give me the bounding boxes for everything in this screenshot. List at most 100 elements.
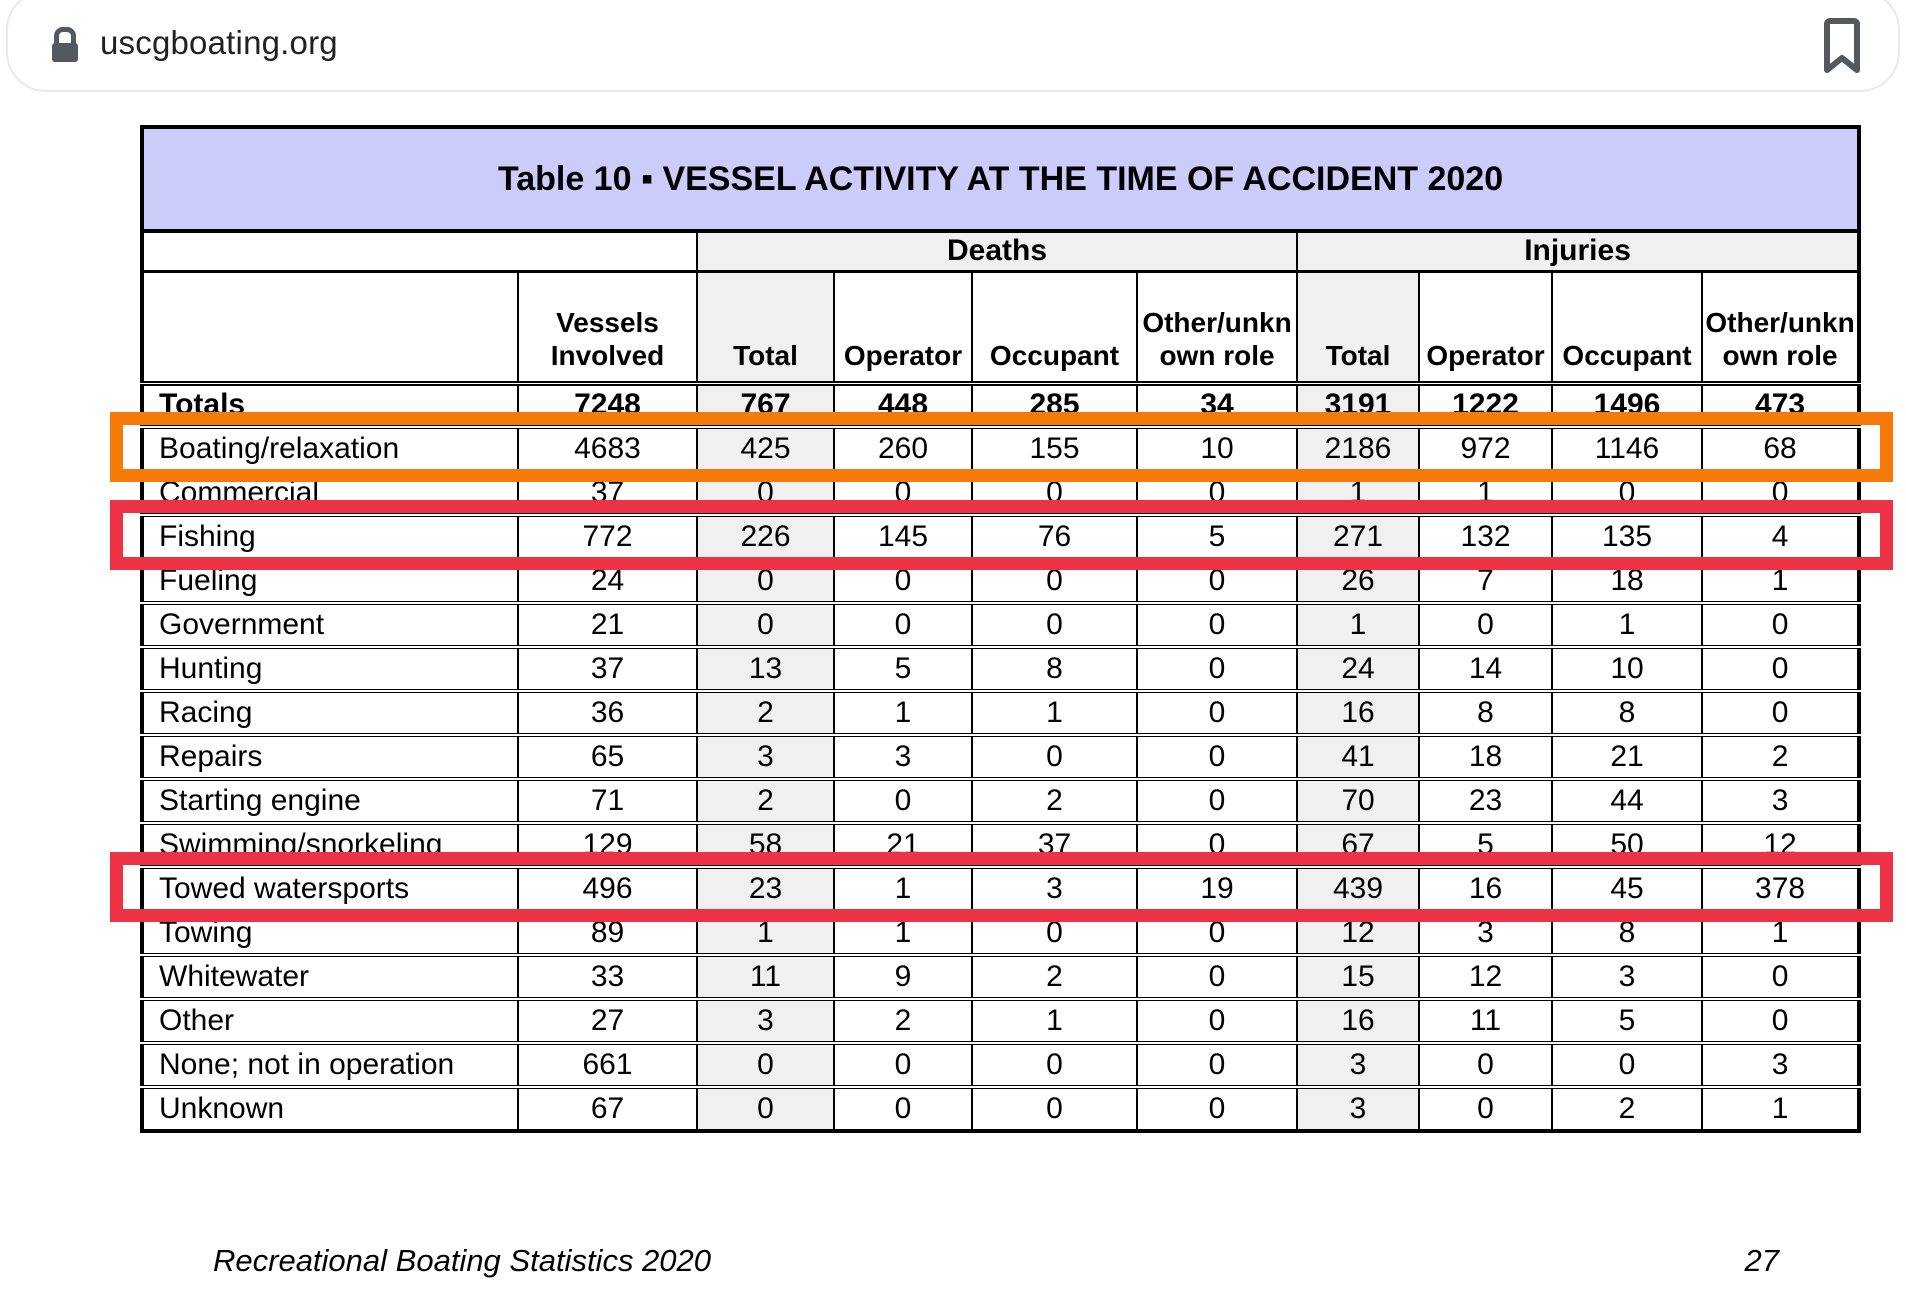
row-label: None; not in operation	[142, 1043, 518, 1087]
data-cell: 3	[1296, 1087, 1419, 1131]
data-cell: 1	[833, 867, 972, 911]
data-cell: 2	[1700, 735, 1860, 779]
data-cell: 260	[833, 427, 972, 471]
data-cell: 1	[1700, 911, 1860, 955]
url-text[interactable]: uscgboating.org	[100, 24, 338, 61]
table-row: None; not in operation 661 0 0 0 0 3 0 0 3	[142, 1043, 1860, 1087]
data-cell: 3	[833, 735, 972, 779]
data-cell: 0	[1551, 471, 1702, 515]
data-cell: 3	[696, 735, 834, 779]
data-cell: 3	[1418, 911, 1552, 955]
data-cell: 2	[971, 779, 1137, 823]
row-label: Fueling	[142, 559, 518, 603]
data-cell: 68	[1700, 427, 1860, 471]
data-cell: 70	[1296, 779, 1419, 823]
table-title-row: Table 10 ▪ VESSEL ACTIVITY AT THE TIME O…	[142, 127, 1860, 233]
data-cell: 67	[1296, 823, 1419, 867]
group-header-deaths: Deaths	[696, 231, 1297, 273]
column-header: Other/unknown role	[1136, 271, 1297, 386]
data-cell: 2186	[1296, 427, 1419, 471]
data-cell: 767	[696, 383, 834, 427]
table-row: Unknown 67 0 0 0 0 3 0 2 1	[142, 1087, 1860, 1131]
data-cell: 8	[1418, 691, 1552, 735]
data-cell: 12	[1418, 955, 1552, 999]
data-cell: 3	[971, 867, 1137, 911]
column-header: Occupant	[1551, 271, 1702, 386]
data-cell: 661	[517, 1043, 697, 1087]
data-cell: 0	[1700, 955, 1860, 999]
lock-body	[52, 42, 78, 62]
row-label: Repairs	[142, 735, 518, 779]
data-cell: 0	[971, 471, 1137, 515]
data-cell: 14	[1418, 647, 1552, 691]
column-header-blank	[142, 271, 518, 386]
group-header-row: Deaths Injuries	[142, 231, 1860, 273]
data-cell: 10	[1551, 647, 1702, 691]
data-cell: 439	[1296, 867, 1419, 911]
data-cell: 1146	[1551, 427, 1702, 471]
data-cell: 0	[833, 1043, 972, 1087]
data-cell: 89	[517, 911, 697, 955]
data-cell: 11	[696, 955, 834, 999]
data-cell: 0	[696, 1043, 834, 1087]
data-cell: 129	[517, 823, 697, 867]
data-cell: 9	[833, 955, 972, 999]
data-cell: 21	[517, 603, 697, 647]
data-cell: 45	[1551, 867, 1702, 911]
row-label: Commercial	[142, 471, 518, 515]
data-cell: 155	[971, 427, 1137, 471]
data-cell: 0	[971, 603, 1137, 647]
table-row: Totals 7248 767 448 285 34 3191 1222 1496 473	[142, 383, 1860, 427]
data-cell: 0	[1418, 1087, 1552, 1131]
data-cell: 8	[971, 647, 1137, 691]
data-cell: 41	[1296, 735, 1419, 779]
data-cell: 0	[696, 603, 834, 647]
data-cell: 5	[1418, 823, 1552, 867]
column-header: Total	[1296, 271, 1419, 386]
data-cell: 2	[971, 955, 1137, 999]
data-cell: 5	[1136, 515, 1297, 559]
table-row: Fueling 24 0 0 0 0 26 7 18 1	[142, 559, 1860, 603]
lock-icon[interactable]	[52, 26, 78, 62]
footer-page-number: 27	[1744, 1243, 1779, 1278]
data-cell: 13	[696, 647, 834, 691]
data-cell: 67	[517, 1087, 697, 1131]
data-cell: 18	[1551, 559, 1702, 603]
data-cell: 0	[1136, 603, 1297, 647]
table-row: Government 21 0 0 0 0 1 0 1 0	[142, 603, 1860, 647]
data-cell: 0	[1136, 647, 1297, 691]
column-header: Operator	[1418, 271, 1552, 386]
data-cell: 10	[1136, 427, 1297, 471]
row-label: Fishing	[142, 515, 518, 559]
data-cell: 2	[1551, 1087, 1702, 1131]
column-header: Other/unknown role	[1700, 271, 1860, 386]
data-cell: 18	[1418, 735, 1552, 779]
data-cell: 0	[971, 559, 1137, 603]
column-header: Occupant	[971, 271, 1137, 386]
row-label: Government	[142, 603, 518, 647]
data-cell: 3	[1296, 1043, 1419, 1087]
data-cell: 4683	[517, 427, 697, 471]
data-cell: 0	[1700, 603, 1860, 647]
data-cell: 1496	[1551, 383, 1702, 427]
data-cell: 1	[1296, 603, 1419, 647]
data-cell: 37	[517, 647, 697, 691]
data-cell: 378	[1700, 867, 1860, 911]
data-cell: 0	[696, 559, 834, 603]
data-cell: 0	[833, 603, 972, 647]
url-bar[interactable]: uscgboating.org	[6, 0, 1900, 92]
row-label: Starting engine	[142, 779, 518, 823]
bookmark-icon[interactable]	[1822, 16, 1862, 76]
data-cell: 7	[1418, 559, 1552, 603]
data-cell: 0	[1700, 691, 1860, 735]
data-cell: 4	[1700, 515, 1860, 559]
data-cell: 0	[1136, 911, 1297, 955]
row-label: Racing	[142, 691, 518, 735]
data-cell: 19	[1136, 867, 1297, 911]
column-header: Operator	[833, 271, 972, 386]
data-cell: 1	[971, 691, 1137, 735]
data-cell: 0	[1136, 999, 1297, 1043]
vessel-activity-table-container: Table 10 ▪ VESSEL ACTIVITY AT THE TIME O…	[110, 125, 1893, 1133]
data-cell: 15	[1296, 955, 1419, 999]
table-row: Whitewater 33 11 9 2 0 15 12 3 0	[142, 955, 1860, 999]
